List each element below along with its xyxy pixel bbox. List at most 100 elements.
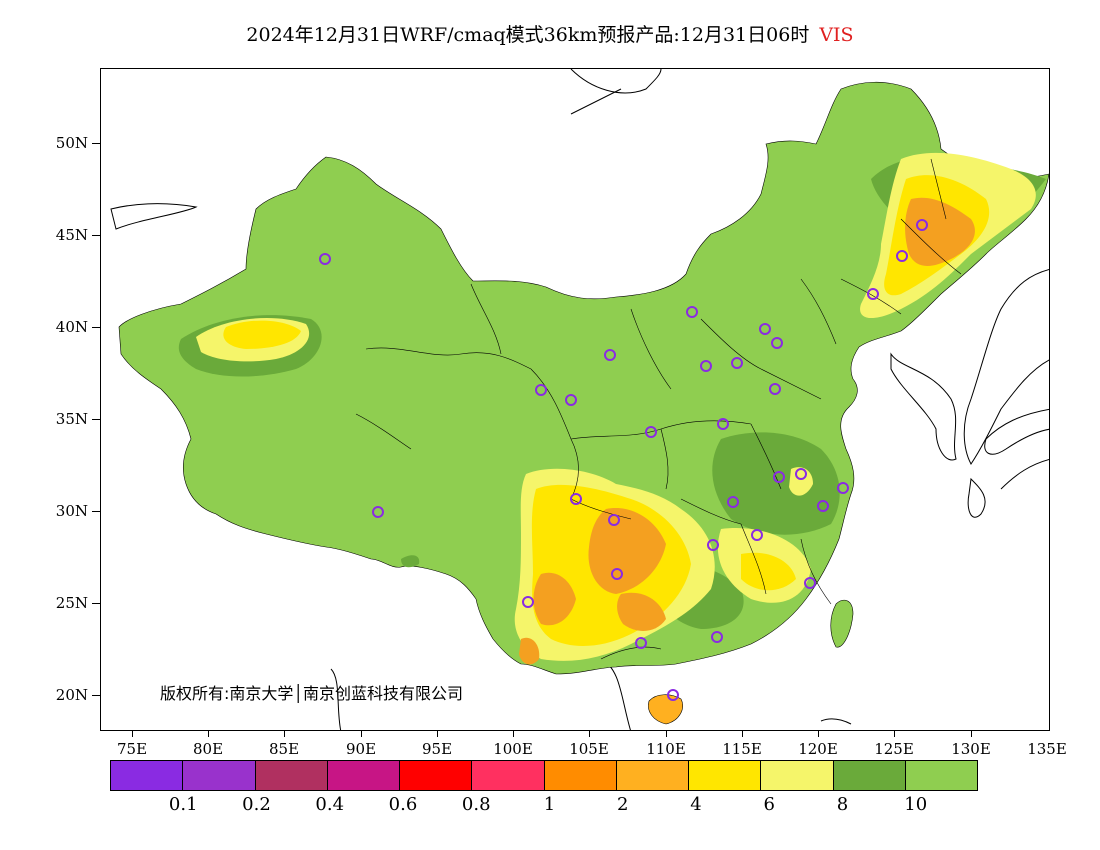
lat-label-30n: 30N <box>55 502 88 520</box>
colorbar-segment <box>760 760 834 791</box>
west-outline <box>110 203 198 230</box>
station-marker <box>700 360 712 372</box>
lon-label-90e: 90E <box>345 740 377 758</box>
colorbar-label: 0.2 <box>242 794 271 815</box>
colorbar-segment <box>326 760 400 791</box>
colorbar-segment <box>543 760 617 791</box>
lon-label-80e: 80E <box>192 740 224 758</box>
lon-label-75e: 75E <box>116 740 148 758</box>
map-frame <box>100 68 1050 731</box>
lon-tick <box>589 731 590 737</box>
south-outline <box>600 658 631 730</box>
lon-tick <box>513 731 514 737</box>
station-marker <box>759 323 771 335</box>
station-marker <box>604 349 616 361</box>
station-marker <box>686 306 698 318</box>
colorbar-label: 10 <box>904 794 928 815</box>
lat-label-25n: 25N <box>55 594 88 612</box>
orange-zones <box>519 197 975 665</box>
station-marker <box>611 568 623 580</box>
station-marker <box>837 482 849 494</box>
lon-label-85e: 85E <box>268 740 300 758</box>
station-marker <box>751 529 763 541</box>
station-marker <box>319 253 331 265</box>
lon-tick <box>132 731 133 737</box>
lat-label-50n: 50N <box>55 134 88 152</box>
station-marker <box>608 514 620 526</box>
lon-label-95e: 95E <box>421 740 453 758</box>
station-marker <box>804 577 816 589</box>
taiwan-island <box>830 599 854 648</box>
lon-label-100e: 100E <box>493 740 533 758</box>
lon-tick <box>742 731 743 737</box>
colorbar-segment <box>904 760 978 791</box>
lat-tick <box>92 695 100 696</box>
japan-outline-3 <box>1000 459 1049 490</box>
station-marker <box>570 493 582 505</box>
colorbar-label: 2 <box>617 794 629 815</box>
station-marker <box>817 500 829 512</box>
lat-tick <box>92 143 100 144</box>
lon-tick <box>437 731 438 737</box>
colorbar-segment <box>688 760 762 791</box>
lat-label-20n: 20N <box>55 686 88 704</box>
station-marker <box>707 539 719 551</box>
lon-tick <box>971 731 972 737</box>
south-outline-3 <box>820 718 852 725</box>
station-marker <box>522 596 534 608</box>
lon-label-115e: 115E <box>722 740 762 758</box>
lon-label-135e: 135E <box>1027 740 1067 758</box>
station-marker <box>372 506 384 518</box>
lon-label-125e: 125E <box>874 740 914 758</box>
lon-tick <box>818 731 819 737</box>
lat-label-45n: 45N <box>55 226 88 244</box>
north-coast-outline <box>570 69 662 94</box>
kyushu-outline <box>967 477 986 518</box>
north-line <box>570 88 622 115</box>
lat-tick <box>92 603 100 604</box>
station-marker <box>645 426 657 438</box>
lat-tick <box>92 235 100 236</box>
title-main: 2024年12月31日WRF/cmaq模式36km预报产品:12月31日06时 <box>246 24 810 46</box>
colorbar-segment <box>615 760 689 791</box>
coastline-outlines <box>110 69 1049 730</box>
lat-label-40n: 40N <box>55 318 88 336</box>
japan-outline-2 <box>984 408 1049 455</box>
lon-label-105e: 105E <box>569 740 609 758</box>
colorbar-segment <box>399 760 473 791</box>
station-markers <box>319 219 928 701</box>
map-svg <box>110 69 1049 730</box>
colorbar-segment <box>110 760 184 791</box>
hainan-island <box>648 694 683 725</box>
station-marker <box>711 631 723 643</box>
japan-outline <box>963 269 1049 465</box>
colorbar-label: 0.1 <box>168 794 198 815</box>
station-marker <box>635 637 647 649</box>
colorbar-segment <box>254 760 328 791</box>
station-marker <box>717 418 729 430</box>
lon-tick <box>208 731 209 737</box>
colorbar-label: 4 <box>690 794 702 815</box>
station-marker <box>667 689 679 701</box>
colorbar-label: 0.8 <box>461 794 491 815</box>
station-marker <box>773 471 785 483</box>
lon-tick <box>666 731 667 737</box>
lat-tick <box>92 511 100 512</box>
lat-tick <box>92 419 100 420</box>
colorbar-label: 6 <box>763 794 775 815</box>
map-title: 2024年12月31日WRF/cmaq模式36km预报产品:12月31日06时 V… <box>0 20 1100 47</box>
station-marker <box>916 219 928 231</box>
station-marker <box>565 394 577 406</box>
korea-outline <box>890 352 957 461</box>
lon-label-130e: 130E <box>951 740 991 758</box>
copyright-text: 版权所有:南京大学│南京创蓝科技有限公司 <box>160 684 464 703</box>
colorbar-segment <box>832 760 906 791</box>
title-variable: VIS <box>819 24 854 46</box>
station-marker <box>727 496 739 508</box>
colorbar-segment <box>471 760 545 791</box>
station-marker <box>535 384 547 396</box>
station-marker <box>867 288 879 300</box>
colorbar-label: 1 <box>543 794 556 815</box>
station-marker <box>896 250 908 262</box>
colorbar-segment <box>182 760 256 791</box>
